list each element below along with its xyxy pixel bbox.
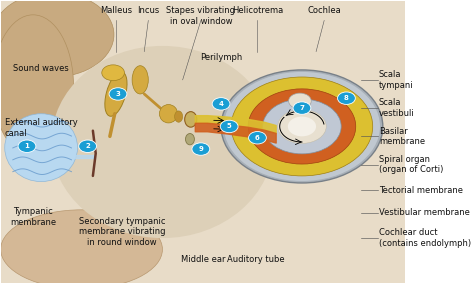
Text: 8: 8: [344, 95, 349, 101]
Ellipse shape: [185, 133, 194, 145]
Ellipse shape: [185, 112, 197, 127]
Circle shape: [248, 131, 266, 144]
Text: Perilymph: Perilymph: [200, 53, 242, 62]
Text: Sound waves: Sound waves: [13, 64, 69, 73]
Text: Secondary tympanic
membrane vibrating
in round window: Secondary tympanic membrane vibrating in…: [79, 217, 165, 247]
Circle shape: [248, 89, 356, 164]
Circle shape: [212, 98, 230, 110]
Text: 3: 3: [116, 91, 120, 97]
Text: Auditory tube: Auditory tube: [227, 254, 284, 264]
Ellipse shape: [0, 210, 163, 284]
Text: Scala
vestibuli: Scala vestibuli: [379, 98, 415, 118]
Text: Helicotrema: Helicotrema: [232, 6, 283, 15]
Text: 1: 1: [25, 143, 29, 149]
Text: Tympanic
membrane: Tympanic membrane: [10, 207, 56, 227]
Circle shape: [278, 110, 326, 143]
Text: Basilar
membrane: Basilar membrane: [379, 127, 425, 146]
Circle shape: [220, 120, 238, 133]
Circle shape: [221, 70, 383, 183]
Text: 9: 9: [199, 146, 203, 152]
Text: 4: 4: [219, 101, 224, 107]
Circle shape: [289, 93, 311, 109]
Text: Cochlear duct
(contains endolymph): Cochlear duct (contains endolymph): [379, 228, 471, 248]
FancyBboxPatch shape: [0, 1, 405, 283]
Ellipse shape: [0, 0, 114, 77]
Ellipse shape: [5, 114, 78, 181]
Text: Scala
tympani: Scala tympani: [379, 70, 413, 89]
Text: 2: 2: [85, 143, 90, 149]
Circle shape: [79, 140, 97, 153]
Ellipse shape: [0, 15, 73, 156]
Ellipse shape: [174, 111, 182, 122]
Circle shape: [288, 116, 316, 136]
Text: Incus: Incus: [137, 6, 159, 15]
Circle shape: [18, 140, 36, 153]
Circle shape: [293, 102, 311, 114]
Circle shape: [337, 92, 356, 105]
Text: Spiral organ
(organ of Corti): Spiral organ (organ of Corti): [379, 155, 443, 174]
Circle shape: [102, 65, 125, 81]
Text: Malleus: Malleus: [100, 6, 132, 15]
Text: Cochlea: Cochlea: [307, 6, 341, 15]
Circle shape: [192, 143, 210, 155]
Ellipse shape: [51, 46, 273, 238]
Circle shape: [263, 99, 341, 154]
Text: Vestibular membrane: Vestibular membrane: [379, 208, 470, 217]
Text: Tectorial membrane: Tectorial membrane: [379, 185, 463, 195]
Ellipse shape: [159, 105, 178, 123]
Circle shape: [224, 72, 380, 181]
Text: 6: 6: [255, 135, 260, 141]
Circle shape: [231, 77, 373, 176]
Text: Middle ear: Middle ear: [181, 254, 225, 264]
Text: Stapes vibrating
in oval window: Stapes vibrating in oval window: [166, 6, 236, 26]
Ellipse shape: [105, 72, 127, 116]
Text: External auditory
canal: External auditory canal: [5, 118, 77, 137]
Ellipse shape: [132, 66, 148, 94]
Text: 5: 5: [227, 124, 231, 130]
Circle shape: [109, 88, 127, 100]
Text: 7: 7: [300, 105, 304, 111]
